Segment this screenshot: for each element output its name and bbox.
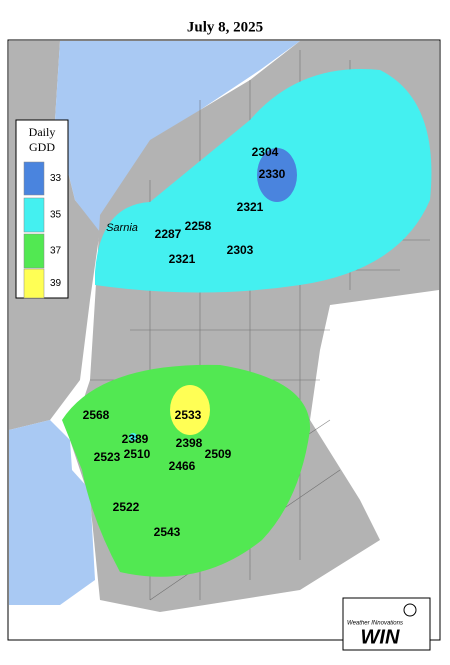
station-value: 2533 xyxy=(175,408,202,422)
station-value: 2509 xyxy=(205,447,232,461)
station-value: 2389 xyxy=(122,432,149,446)
station-value: 2258 xyxy=(185,219,212,233)
logo-tagline: Weather INnovations xyxy=(347,621,403,627)
logo-name: WIN xyxy=(361,626,400,648)
station-value: 2398 xyxy=(176,436,203,450)
station-value: 2287 xyxy=(155,227,182,241)
zone-35-spot xyxy=(129,433,137,441)
logo-box xyxy=(342,597,431,651)
lake-st-clair xyxy=(9,420,95,605)
station-value: 2303 xyxy=(227,243,254,257)
legend-label: 33 xyxy=(50,173,62,184)
lake-huron xyxy=(55,41,300,232)
title: July 8, 2025 xyxy=(187,19,263,35)
zone-33 xyxy=(257,148,297,202)
legend-title: Daily xyxy=(29,125,56,139)
station-value: 2522 xyxy=(113,500,140,514)
legend-swatch xyxy=(23,268,45,299)
station-value: 2466 xyxy=(169,459,196,473)
legend-swatch xyxy=(23,161,45,196)
legend-label: 37 xyxy=(50,246,62,257)
logo-sun xyxy=(403,603,417,617)
station-value: 2523 xyxy=(94,450,121,464)
zone-39 xyxy=(170,385,210,435)
station-value: 2304 xyxy=(252,145,279,159)
station-value: 2321 xyxy=(169,252,196,266)
place-label: Sarnia xyxy=(106,222,138,234)
legend-title: GDD xyxy=(29,140,55,154)
zone-37 xyxy=(62,364,311,577)
legend-swatch xyxy=(23,197,45,233)
legend-label: 35 xyxy=(50,210,62,221)
station-value: 2510 xyxy=(124,447,151,461)
gdd-zones xyxy=(62,69,432,577)
station-value: 2543 xyxy=(154,525,181,539)
station-value: 2330 xyxy=(259,167,286,181)
legend-swatch xyxy=(23,233,45,269)
legend-label: 39 xyxy=(50,278,62,289)
station-value: 2568 xyxy=(83,408,110,422)
station-value: 2321 xyxy=(237,200,264,214)
